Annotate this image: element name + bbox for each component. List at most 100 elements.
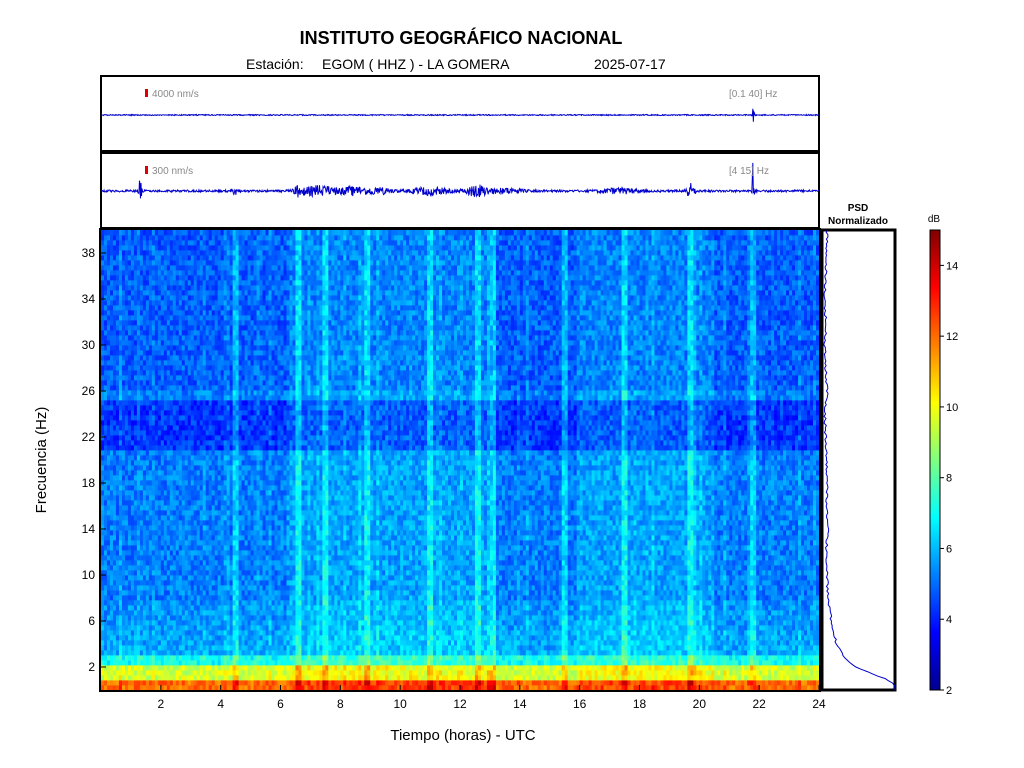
spectrogram-cell (250, 590, 254, 596)
spectrogram-cell (142, 605, 147, 611)
spectrogram-cell (196, 375, 201, 381)
spectrogram-cell (109, 245, 114, 251)
spectrogram-cell (172, 505, 177, 511)
spectrogram-cell (109, 610, 114, 616)
spectrogram-cell (244, 625, 248, 631)
spectrogram-cell (124, 615, 129, 621)
spectrogram-cell (217, 480, 222, 486)
spectrogram-cell (232, 420, 237, 426)
spectrogram-cell (238, 405, 243, 411)
page-title: INSTITUTO GEOGRÁFICO NACIONAL (0, 28, 922, 49)
spectrogram-cell (211, 520, 216, 526)
spectrogram-cell (259, 465, 263, 471)
spectrogram-cell (166, 655, 171, 661)
spectrogram-cell (187, 485, 192, 491)
spectrogram-cell (241, 655, 245, 661)
spectrogram-cell (178, 265, 183, 271)
spectrogram-cell (217, 265, 222, 271)
spectrogram-cell (145, 500, 150, 506)
spectrogram-cell (259, 425, 263, 431)
spectrogram-cell (187, 400, 192, 406)
spectrogram-cell (142, 350, 147, 356)
spectrogram-cell (127, 650, 132, 656)
spectrogram-cell (151, 545, 156, 551)
spectrogram-cell (208, 440, 213, 446)
spectrogram-cell (136, 230, 141, 236)
spectrogram-cell (193, 280, 198, 286)
spectrogram-cell (109, 615, 114, 621)
spectrogram-cell (101, 450, 105, 456)
spectrogram-cell (253, 250, 257, 256)
spectrogram-cell (244, 590, 248, 596)
spectrogram-cell (232, 650, 237, 656)
spectrogram-cell (199, 380, 204, 386)
spectrogram-cell (223, 545, 228, 551)
spectrogram-cell (160, 445, 165, 451)
spectrogram-cell (148, 610, 153, 616)
spectrogram-cell (127, 370, 132, 376)
station-value: EGOM ( HHZ ) - LA GOMERA (322, 56, 509, 72)
spectrogram-cell (229, 270, 234, 276)
spectrogram-cell (163, 525, 168, 531)
spectrogram-cell (103, 605, 108, 611)
spectrogram-cell (139, 575, 144, 581)
spectrogram-cell (172, 265, 177, 271)
spectrogram-cell (238, 620, 243, 626)
spectrogram-cell (166, 610, 171, 616)
spectrogram-cell (217, 585, 222, 591)
spectrogram-cell (232, 425, 237, 431)
spectrogram-cell (181, 600, 186, 606)
spectrogram-cell (175, 260, 180, 266)
spectrogram-cell (124, 355, 129, 361)
spectrogram-cell (181, 510, 186, 516)
spectrogram-cell (190, 620, 195, 626)
spectrogram-cell (250, 560, 254, 566)
spectrogram-cell (139, 565, 144, 571)
spectrogram-cell (253, 530, 257, 536)
spectrogram-cell (211, 395, 216, 401)
spectrogram-cell (112, 385, 117, 391)
spectrogram-cell (238, 560, 243, 566)
spectrogram-cell (220, 625, 225, 631)
spectrogram-cell (193, 560, 198, 566)
spectrogram-cell (178, 390, 183, 396)
spectrogram-cell (205, 380, 210, 386)
spectrogram-cell (214, 330, 219, 336)
spectrogram-cell (139, 365, 144, 371)
spectrogram-cell (253, 280, 257, 286)
spectrogram-cell (175, 505, 180, 511)
spectrogram-cell (187, 640, 192, 646)
spectrogram-cell (118, 595, 123, 601)
spectrogram-cell (157, 585, 162, 591)
spectrogram-cell (226, 410, 231, 416)
spectrogram-cell (121, 520, 126, 526)
spectrogram-cell (118, 500, 123, 506)
spectrogram-cell (217, 510, 222, 516)
spectrogram-cell (115, 425, 120, 431)
spectrogram-cell (232, 325, 237, 331)
spectrogram-cell (226, 440, 231, 446)
spectrogram-cell (235, 325, 240, 331)
spectrogram-cell (193, 575, 198, 581)
spectrogram-cell (133, 235, 138, 241)
spectrogram-cell (253, 400, 257, 406)
spectrogram-cell (253, 355, 257, 361)
spectrogram-cell (169, 445, 174, 451)
spectrogram-cell (121, 330, 126, 336)
spectrogram-cell (130, 405, 135, 411)
spectrogram-cell (166, 430, 171, 436)
spectrogram-cell (244, 485, 248, 491)
spectrogram-cell (190, 675, 195, 681)
spectrogram-cell (148, 625, 153, 631)
spectrogram-cell (106, 435, 111, 441)
spectrogram-cell (139, 380, 144, 386)
spectrogram-cell (214, 670, 219, 676)
spectrogram-cell (151, 255, 156, 261)
spectrogram-cell (169, 595, 174, 601)
spectrogram-cell (217, 675, 222, 681)
spectrogram-cell (151, 230, 156, 236)
spectrogram-cell (142, 330, 147, 336)
spectrogram-cell (253, 685, 257, 690)
spectrogram-cell (169, 240, 174, 246)
spectrogram-cell (208, 520, 213, 526)
